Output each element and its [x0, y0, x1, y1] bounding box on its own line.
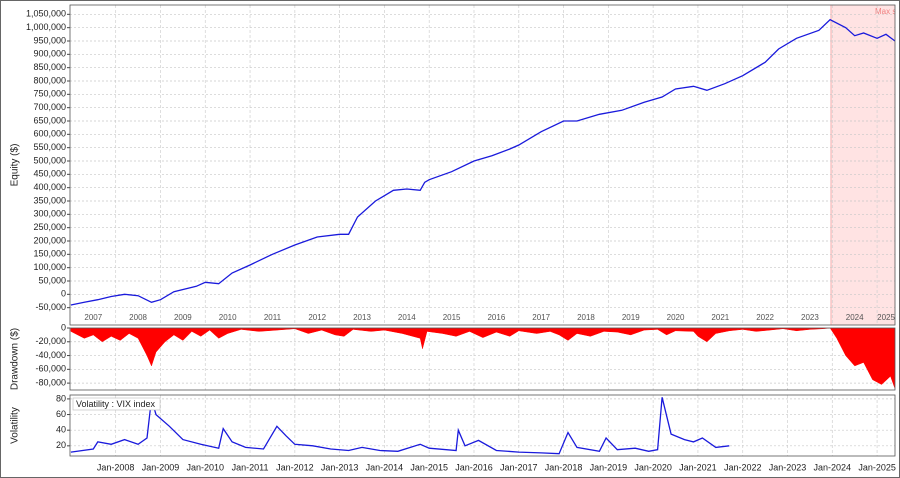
plot-border	[69, 327, 896, 391]
y-tick-label: 150,000	[33, 249, 66, 259]
x-tick-label: Jan-2025	[858, 462, 896, 472]
y-tick-label: 500,000	[33, 155, 66, 165]
series-line	[70, 397, 730, 455]
y-tick-label: 800,000	[33, 75, 66, 85]
y-tick-label: 350,000	[33, 195, 66, 205]
x-tick-label: Jan-2016	[455, 462, 493, 472]
year-label: 2009	[174, 313, 192, 322]
stagnation-band	[830, 5, 895, 325]
year-label: 2014	[398, 313, 416, 322]
x-tick-label: Jan-2017	[500, 462, 538, 472]
y-tick-label: 60	[56, 409, 66, 419]
x-tick-label: Jan-2020	[634, 462, 672, 472]
y-tick-label: 850,000	[33, 62, 66, 72]
year-label: 2015	[443, 313, 461, 322]
y-tick-label: 20	[56, 440, 66, 450]
year-label: 2013	[353, 313, 371, 322]
year-label: 2011	[264, 313, 282, 322]
plot-bg	[70, 328, 895, 390]
x-tick-label: Jan-2023	[769, 462, 807, 472]
x-tick-label: Jan-2008	[97, 462, 135, 472]
y-tick-label: -40,000	[35, 350, 66, 360]
series-line	[70, 18, 895, 306]
y-tick-label: 400,000	[33, 182, 66, 192]
y-tick-label: 750,000	[33, 89, 66, 99]
year-label: 2017	[532, 313, 550, 322]
y-tick-label: 80	[56, 393, 66, 403]
plot-area	[70, 395, 895, 456]
x-tick-label: Jan-2024	[814, 462, 852, 472]
y-tick-label: 450,000	[33, 169, 66, 179]
x-tick-label: Jan-2018	[545, 462, 583, 472]
plot-border	[69, 4, 896, 326]
y-tick-label: 550,000	[33, 142, 66, 152]
y-axis-title: Volatility	[10, 407, 21, 444]
x-tick-label: Jan-2011	[232, 462, 269, 472]
legend: Volatility : VIX index	[72, 397, 161, 411]
year-label: 2020	[667, 313, 685, 322]
plot-bg	[70, 5, 895, 325]
legend-label: Volatility : VIX index	[76, 399, 156, 409]
year-label: 2008	[129, 313, 147, 322]
plot-border	[69, 394, 896, 457]
plot-area	[70, 328, 895, 390]
x-tick-label: Jan-2013	[321, 462, 359, 472]
y-tick-label: 50,000	[38, 275, 66, 285]
y-tick-label: 0	[61, 322, 66, 332]
year-label: 2023	[801, 313, 819, 322]
y-tick-label: 1,050,000	[26, 9, 66, 19]
y-tick-label: -50,000	[35, 302, 66, 312]
year-label: 2022	[756, 313, 774, 322]
y-tick-label: 700,000	[33, 102, 66, 112]
y-axis-title: Equity ($)	[10, 144, 21, 187]
y-axis-title: Drawdown ($)	[10, 328, 21, 390]
y-tick-label: 200,000	[33, 235, 66, 245]
year-label: 2007	[84, 313, 102, 322]
x-tick-label: Jan-2019	[590, 462, 628, 472]
year-label: 2024	[846, 313, 864, 322]
plot-bg	[70, 395, 895, 456]
year-label: 2016	[487, 313, 505, 322]
year-label: 2010	[219, 313, 237, 322]
year-label: 2018	[577, 313, 595, 322]
drawdown-area	[70, 328, 895, 389]
x-tick-label: Jan-2010	[186, 462, 224, 472]
y-tick-label: -20,000	[35, 336, 66, 346]
y-tick-label: 300,000	[33, 209, 66, 219]
y-tick-label: 0	[61, 289, 66, 299]
x-tick-label: Jan-2009	[142, 462, 180, 472]
legend-box	[72, 397, 161, 411]
y-tick-label: -60,000	[35, 364, 66, 374]
stagnation-label: Max stagnation : 434 d	[875, 7, 900, 16]
x-tick-label: Jan-2021	[679, 462, 717, 472]
y-tick-label: 650,000	[33, 115, 66, 125]
x-tick-label: Jan-2015	[410, 462, 448, 472]
y-tick-label: 100,000	[33, 262, 66, 272]
x-tick-label: Jan-2012	[276, 462, 314, 472]
y-tick-label: 1,000,000	[26, 22, 66, 32]
year-label: 2019	[622, 313, 640, 322]
year-label: 2025	[877, 313, 895, 322]
y-tick-label: 40	[56, 425, 66, 435]
y-tick-label: 600,000	[33, 129, 66, 139]
plot-area: Max stagnation : 434 d 2007 2008 2009 2010 20…	[70, 5, 900, 325]
year-label: 2012	[308, 313, 326, 322]
y-tick-label: 250,000	[33, 222, 66, 232]
x-tick-label: Jan-2014	[366, 462, 404, 472]
x-tick-label: Jan-2022	[724, 462, 762, 472]
y-tick-label: -80,000	[35, 377, 66, 387]
y-tick-label: 900,000	[33, 49, 66, 59]
y-tick-label: 950,000	[33, 35, 66, 45]
year-label: 2021	[711, 313, 729, 322]
